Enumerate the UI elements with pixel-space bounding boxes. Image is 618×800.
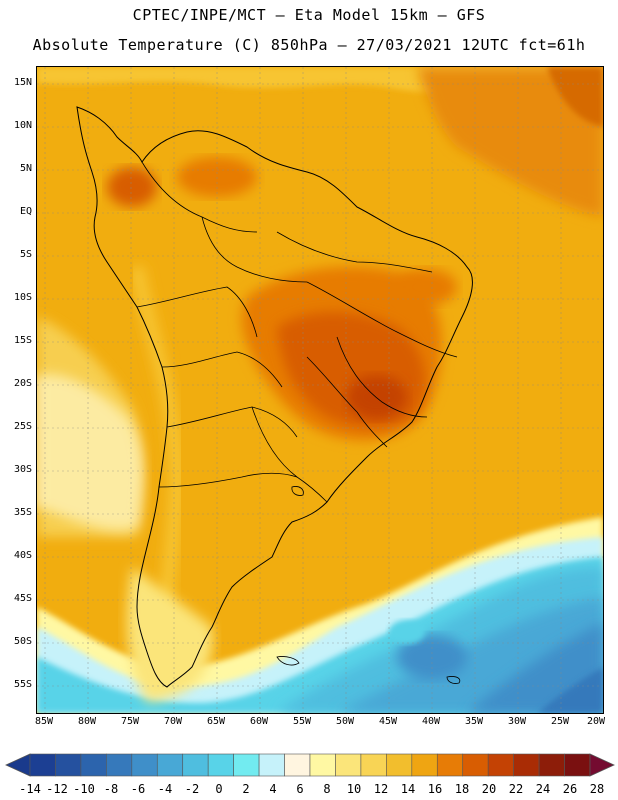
colorbar-segment [131, 753, 158, 777]
colorbar-label: 10 [346, 782, 362, 796]
colorbar-segment [564, 753, 591, 777]
colorbar-segment [386, 753, 413, 777]
lon-label: 65W [206, 716, 226, 727]
lon-label: 40W [421, 716, 441, 727]
lon-label: 20W [586, 716, 606, 727]
lat-label: 5S [19, 249, 32, 260]
lat-label: 55S [13, 679, 32, 690]
colorbar-label: 2 [242, 782, 250, 796]
lat-label: 25S [13, 421, 32, 432]
colorbar-label: -10 [73, 782, 95, 796]
colorbar-segment [538, 753, 565, 777]
colorbar-segment [233, 753, 260, 777]
colorbar-label: 22 [508, 782, 524, 796]
lat-label: 15S [13, 335, 32, 346]
lon-label: 70W [163, 716, 183, 727]
lon-label: 80W [77, 716, 97, 727]
colorbar-segment [182, 753, 209, 777]
colorbar-segment [258, 753, 285, 777]
colorbar-label: -4 [157, 782, 173, 796]
colorbar-under-arrow [5, 753, 31, 777]
map-title-line-1: CPTEC/INPE/MCT – Eta Model 15km – GFS [132, 6, 486, 24]
colorbar-segment [29, 753, 56, 777]
colorbar-segment [80, 753, 107, 777]
colorbar-segment [335, 753, 362, 777]
lon-label: 25W [550, 716, 570, 727]
lat-label: 10N [13, 120, 32, 131]
colorbar-label: 14 [400, 782, 416, 796]
lat-label: 10S [13, 292, 32, 303]
colorbar-label: 28 [589, 782, 605, 796]
lon-label: 50W [335, 716, 355, 727]
lat-label: 5N [19, 163, 32, 174]
lat-label: 40S [13, 550, 32, 561]
coastline [76, 106, 473, 688]
lon-label: 30W [507, 716, 527, 727]
lon-label: 75W [120, 716, 140, 727]
colorbar-segment [309, 753, 336, 777]
country-borders [136, 161, 458, 503]
temperature-field [37, 67, 603, 713]
colorbar-label: 12 [373, 782, 389, 796]
colorbar-segment [156, 753, 184, 777]
colorbar-segment [55, 753, 82, 777]
lat-label: 35S [13, 507, 32, 518]
colorbar-label: 6 [296, 782, 304, 796]
colorbar-segment [513, 753, 540, 777]
islands [276, 486, 461, 684]
lat-label: 45S [13, 593, 32, 604]
colorbar-label: 20 [481, 782, 497, 796]
colorbar-label: 0 [215, 782, 223, 796]
colorbar-label: -14 [19, 782, 41, 796]
lon-label: 60W [249, 716, 269, 727]
lat-lon-grid [37, 67, 603, 713]
colorbar-label: 8 [323, 782, 331, 796]
lat-label: 30S [13, 464, 32, 475]
lat-label: EQ [19, 206, 32, 217]
colorbar-segment [436, 753, 464, 777]
lon-label: 35W [464, 716, 484, 727]
map-title-line-2: Absolute Temperature (C) 850hPa – 27/03/… [32, 36, 586, 54]
colorbar-segment [207, 753, 234, 777]
colorbar-segment [487, 753, 514, 777]
lat-label: 20S [13, 378, 32, 389]
colorbar-label: 4 [269, 782, 277, 796]
colorbar-segment [284, 753, 311, 777]
colorbar-label: 26 [562, 782, 578, 796]
lat-label: 50S [13, 636, 32, 647]
colorbar-label: 24 [535, 782, 551, 796]
colorbar [5, 753, 615, 777]
lon-label: 55W [292, 716, 312, 727]
colorbar-segment [462, 753, 489, 777]
temperature-map[interactable] [36, 66, 604, 714]
colorbar-segment [106, 753, 133, 777]
colorbar-label: 18 [454, 782, 470, 796]
colorbar-segment [360, 753, 387, 777]
colorbar-label: -6 [130, 782, 146, 796]
colorbar-segment [411, 753, 438, 777]
colorbar-label: 16 [427, 782, 443, 796]
lon-label: 85W [34, 716, 54, 727]
colorbar-label: -8 [103, 782, 119, 796]
lat-label: 15N [13, 77, 32, 88]
colorbar-label: -2 [184, 782, 200, 796]
colorbar-over-arrow [589, 753, 615, 777]
lon-label: 45W [378, 716, 398, 727]
colorbar-label: -12 [46, 782, 68, 796]
